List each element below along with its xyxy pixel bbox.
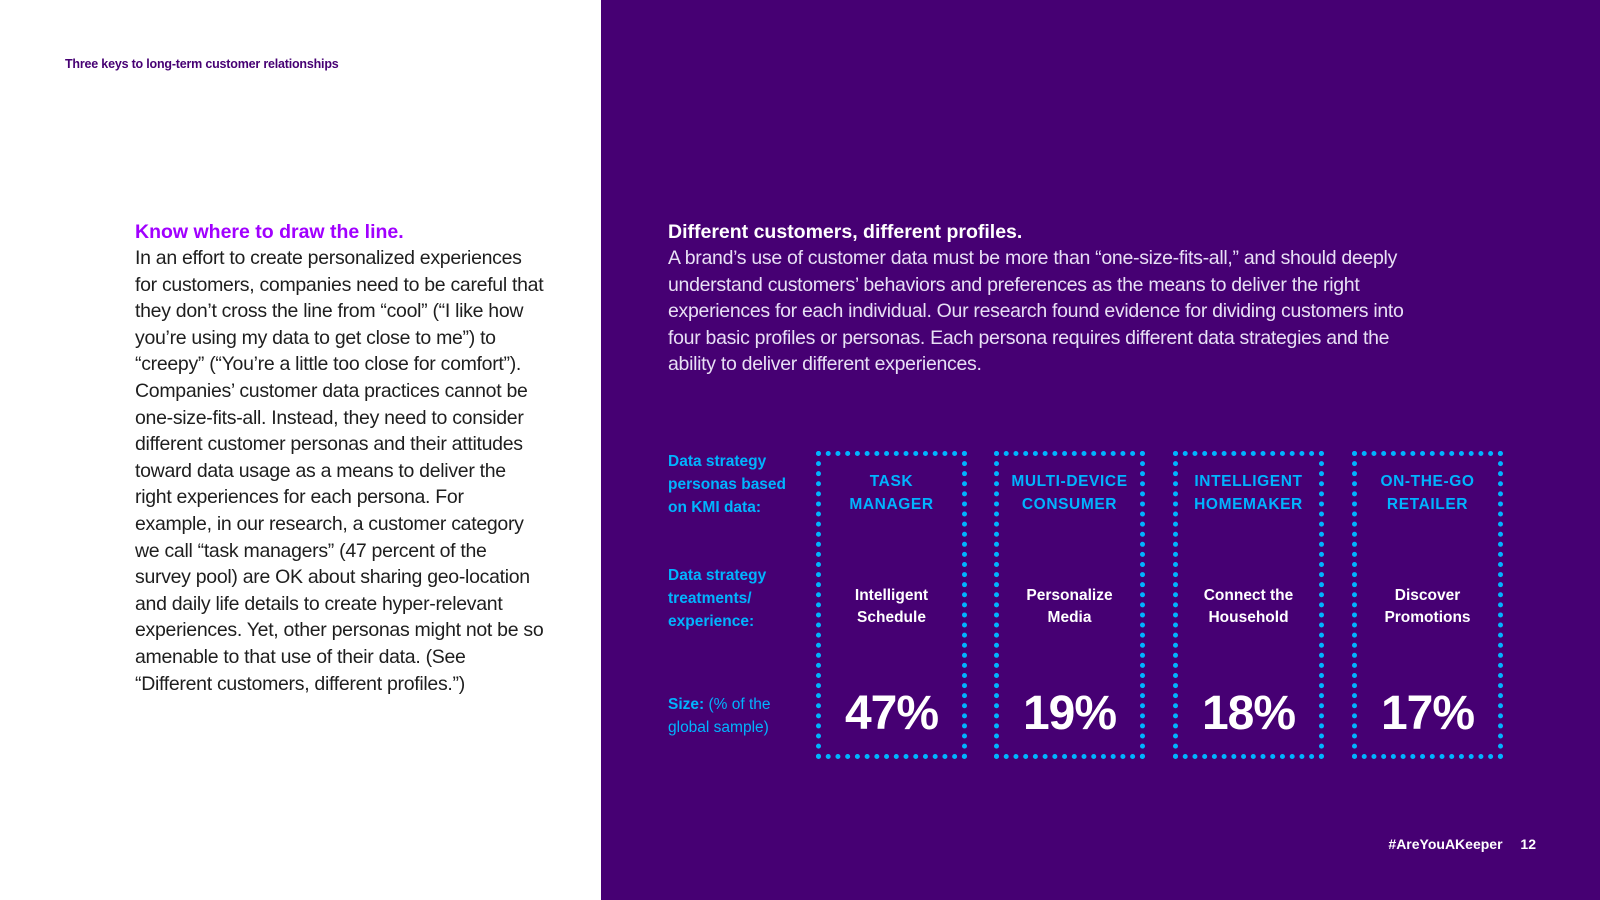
persona-treatment-line: Household xyxy=(1208,609,1289,626)
persona-title-line: INTELLIGENT xyxy=(1194,473,1303,490)
persona-treatment-line: Promotions xyxy=(1384,609,1471,626)
persona-treatment-line: Discover xyxy=(1394,587,1461,604)
persona-title-line: TASK xyxy=(869,473,914,490)
persona-treatment: Connect the Household xyxy=(1178,585,1319,629)
right-body-text: A brand’s use of customer data must be m… xyxy=(668,247,1404,376)
persona-size: 19% xyxy=(1022,687,1117,740)
left-column: Know where to draw the line. In an effor… xyxy=(135,219,545,697)
persona-treatment: Personalize Media xyxy=(999,585,1140,629)
size-note: (% of the global sample) xyxy=(668,696,771,736)
persona-card-on-the-go-retailer: ON-THE-GO RETAILER Discover Promotions 1… xyxy=(1352,451,1503,759)
persona-title: TASK MANAGER xyxy=(821,470,962,516)
persona-treatment: Intelligent Schedule xyxy=(821,585,962,629)
persona-title: INTELLIGENT HOMEMAKER xyxy=(1178,470,1319,516)
row-label-treatments: Data strategy treatments/ experience: xyxy=(668,567,767,630)
persona-treatment-line: Schedule xyxy=(857,609,926,626)
footer-hashtag: #AreYouAKeeper xyxy=(1388,836,1503,852)
footer: #AreYouAKeeper 12 xyxy=(1388,836,1536,852)
persona-title-line: ON-THE-GO xyxy=(1380,473,1475,490)
persona-size: 18% xyxy=(1201,687,1296,740)
persona-card-intelligent-homemaker: INTELLIGENT HOMEMAKER Connect the Househ… xyxy=(1173,451,1324,759)
persona-title-line: MANAGER xyxy=(849,496,934,513)
size-label: Size: xyxy=(668,696,705,713)
persona-title-line: CONSUMER xyxy=(1021,496,1118,513)
right-intro: Different customers, different profiles.… xyxy=(668,219,1428,378)
right-heading: Different customers, different profiles. xyxy=(668,221,1023,243)
row-label-size: Size: (% of the global sample) xyxy=(668,693,808,739)
page-number: 12 xyxy=(1520,836,1536,852)
persona-title-line: RETAILER xyxy=(1386,496,1469,513)
persona-size: 47% xyxy=(844,687,939,740)
persona-treatment-line: Intelligent xyxy=(854,587,929,604)
running-title: Three keys to long-term customer relatio… xyxy=(65,57,339,71)
persona-title: MULTI-DEVICE CONSUMER xyxy=(999,470,1140,516)
persona-title-line: MULTI-DEVICE xyxy=(1011,473,1128,490)
persona-title: ON-THE-GO RETAILER xyxy=(1357,470,1498,516)
persona-treatment-line: Connect the xyxy=(1203,587,1294,604)
persona-title-line: HOMEMAKER xyxy=(1194,496,1303,513)
persona-treatment: Discover Promotions xyxy=(1357,585,1498,629)
right-panel xyxy=(601,0,1600,900)
persona-treatment-line: Media xyxy=(1047,609,1092,626)
persona-card-task-manager: TASK MANAGER Intelligent Schedule 47% xyxy=(816,451,967,759)
persona-size: 17% xyxy=(1380,687,1475,740)
persona-treatment-line: Personalize xyxy=(1026,587,1113,604)
row-label-personas: Data strategy personas based on KMI data… xyxy=(668,453,787,516)
persona-card-multi-device-consumer: MULTI-DEVICE CONSUMER Personalize Media … xyxy=(994,451,1145,759)
left-panel xyxy=(0,0,601,900)
left-heading: Know where to draw the line. xyxy=(135,221,404,243)
left-body-text: In an effort to create personalized expe… xyxy=(135,247,544,695)
